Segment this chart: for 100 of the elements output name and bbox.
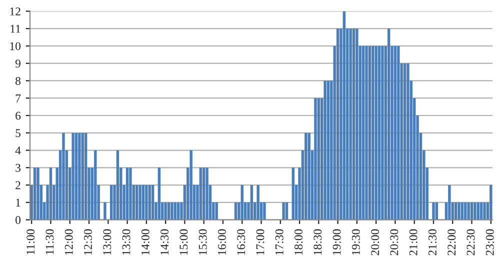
bar xyxy=(158,168,161,220)
bar xyxy=(336,28,340,220)
y-tick-label: 0 xyxy=(16,216,21,224)
bar xyxy=(378,46,381,220)
bar xyxy=(116,150,120,220)
bar xyxy=(199,168,202,220)
bar xyxy=(432,202,435,220)
x-tick-label: 21:30 xyxy=(428,229,436,256)
bar xyxy=(292,168,294,220)
bar xyxy=(104,202,106,220)
bar xyxy=(362,46,365,220)
bar xyxy=(148,185,151,220)
y-tick-label: 8 xyxy=(16,76,21,85)
y-tick-label: 3 xyxy=(16,164,21,172)
bar xyxy=(365,46,368,220)
bar xyxy=(151,185,154,220)
x-tick-label: 18:30 xyxy=(314,229,322,255)
x-tick-label: 13:30 xyxy=(122,229,130,255)
bar xyxy=(74,132,78,220)
x-tick-label: 22:00 xyxy=(448,229,456,256)
y-tick-label: 9 xyxy=(15,60,20,68)
bar xyxy=(374,46,378,220)
x-tick-label: 17:00 xyxy=(256,229,264,255)
x-tick-label: 21:00 xyxy=(409,229,418,256)
bar xyxy=(356,28,358,220)
x-tick-label: 19:30 xyxy=(352,229,360,255)
x-tick-label: 15:30 xyxy=(198,229,207,255)
bar xyxy=(304,132,308,220)
bar xyxy=(394,46,397,220)
bar xyxy=(145,185,148,220)
bar xyxy=(490,185,492,220)
bar xyxy=(94,150,97,220)
bar xyxy=(324,80,326,220)
x-tick-label: 15:00 xyxy=(180,229,188,255)
y-tick-label: 11 xyxy=(10,24,20,33)
bar xyxy=(387,28,390,220)
bar xyxy=(483,202,486,220)
bar xyxy=(126,168,129,220)
y-tick-label: 4 xyxy=(15,146,21,154)
bar xyxy=(202,168,206,220)
bar xyxy=(403,63,406,220)
bar xyxy=(467,202,470,220)
x-tick-label: 16:00 xyxy=(218,229,226,255)
bar xyxy=(458,202,460,220)
bar xyxy=(352,28,356,220)
bar xyxy=(342,11,346,220)
y-tick-label: 1 xyxy=(16,198,20,207)
y-tick-label: 12 xyxy=(10,7,20,16)
x-tick-label: 12:00 xyxy=(64,229,73,255)
bar xyxy=(240,185,244,220)
bar xyxy=(36,168,40,220)
bar xyxy=(62,132,65,220)
x-tick-label: 16:30 xyxy=(237,229,246,255)
x-tick-label: 11:00 xyxy=(26,229,35,254)
bar xyxy=(215,202,218,220)
x-tick-label: 18:00 xyxy=(294,229,303,255)
bar xyxy=(250,185,254,220)
bar xyxy=(110,185,113,220)
bar xyxy=(129,168,132,220)
y-tick-label: 2 xyxy=(16,181,20,190)
x-tick-label: 20:30 xyxy=(390,229,398,256)
bar xyxy=(282,202,285,220)
y-tick-label: 5 xyxy=(16,129,21,138)
bar xyxy=(326,80,330,220)
bar xyxy=(49,168,52,220)
x-tick-label: 14:30 xyxy=(160,229,169,255)
bar xyxy=(314,98,317,220)
bar xyxy=(256,185,260,220)
bar xyxy=(164,202,167,220)
bar xyxy=(349,28,352,220)
bar xyxy=(206,168,208,220)
y-tick-label: 10 xyxy=(10,42,21,50)
bar xyxy=(381,46,384,220)
bar xyxy=(138,185,142,220)
x-tick-label: 11:30 xyxy=(46,229,54,254)
bar xyxy=(474,202,476,220)
y-tick-label: 6 xyxy=(16,112,21,120)
bar xyxy=(308,132,310,220)
y-tick-label: 7 xyxy=(16,94,21,102)
bar xyxy=(190,150,192,220)
bar xyxy=(368,46,372,220)
bar xyxy=(72,132,74,220)
bar xyxy=(84,132,88,220)
bar xyxy=(317,98,320,220)
x-tick-label: 14:00 xyxy=(141,229,150,255)
x-tick-label: 22:30 xyxy=(466,229,475,256)
bar xyxy=(78,132,81,220)
bar xyxy=(406,63,410,220)
bar xyxy=(263,202,266,220)
bar xyxy=(372,46,374,220)
bar xyxy=(81,132,84,220)
x-tick-label: 13:00 xyxy=(103,229,112,255)
bar xyxy=(448,185,451,220)
x-tick-label: 20:00 xyxy=(371,229,380,256)
x-tick-label: 19:00 xyxy=(332,229,341,255)
bar xyxy=(136,185,138,220)
bar xyxy=(397,46,400,220)
bar xyxy=(170,202,174,220)
bar xyxy=(33,168,36,220)
x-tick-label: 12:30 xyxy=(84,229,92,255)
